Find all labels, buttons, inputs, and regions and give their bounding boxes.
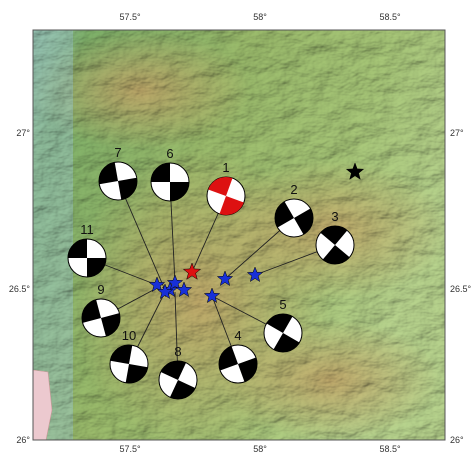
bottom-tick: 58°: [253, 444, 267, 454]
compression-quadrant: [273, 333, 300, 352]
mechanism-label: 4: [234, 328, 241, 343]
ticks: 57.5° 58° 58.5° 57.5° 58° 58.5° 27° 26.5° 26° 27°…: [9, 12, 472, 454]
epicenters: [148, 162, 365, 304]
compression-quadrant: [160, 360, 187, 380]
bottom-tick: 58.5°: [379, 444, 401, 454]
compression-quadrant: [219, 196, 244, 215]
mechanism-label: 1: [222, 160, 229, 175]
terrain: [33, 30, 445, 440]
left-tick: 26°: [16, 435, 30, 445]
mechanism-label: 8: [174, 344, 181, 359]
mechanism-label: 11: [80, 222, 94, 237]
epicenter: [148, 276, 166, 293]
right-tick: 27°: [450, 128, 464, 138]
compression-quadrant: [169, 380, 196, 399]
epicenter: [166, 274, 184, 291]
top-tick: 58°: [253, 12, 267, 22]
compression-quadrant: [125, 364, 148, 383]
reference-star: [345, 162, 365, 180]
mechanism-label: 6: [166, 146, 173, 161]
epicenter: [246, 266, 264, 283]
compression-quadrant: [87, 258, 106, 277]
compression-quadrant: [151, 163, 170, 182]
mechanisms: 1 2 3 4 5 6 7 8 9 10 11: [67, 145, 355, 400]
frame: [32, 29, 446, 441]
epicenter: [216, 270, 234, 287]
right-tick: 26.5°: [450, 284, 472, 294]
main-epicenter: [182, 262, 202, 280]
top-tick: 58.5°: [379, 12, 401, 22]
mechanism-label: 10: [122, 328, 136, 343]
mechanism-label: 9: [97, 282, 104, 297]
top-tick: 57.5°: [119, 12, 141, 22]
compression-quadrant: [208, 177, 233, 196]
mechanism-label: 2: [290, 182, 297, 197]
compression-quadrant: [68, 239, 87, 258]
compression-quadrant: [238, 357, 257, 382]
left-tick: 26.5°: [9, 284, 31, 294]
compression-quadrant: [170, 182, 189, 201]
connector: [117, 180, 166, 291]
compression-quadrant: [118, 177, 137, 200]
epicenter: [156, 283, 174, 300]
compression-quadrant: [266, 314, 293, 333]
compression-quadrant: [110, 345, 133, 364]
mechanism-label: 7: [114, 145, 121, 160]
compression-quadrant: [320, 226, 348, 245]
compression-quadrant: [322, 245, 350, 264]
right-tick: 26°: [450, 435, 464, 445]
epicenter: [203, 287, 221, 304]
mechanism-label: 5: [279, 297, 286, 312]
compression-quadrant: [81, 299, 101, 323]
compression-quadrant: [275, 201, 294, 228]
bottom-tick: 57.5°: [119, 444, 141, 454]
compression-quadrant: [219, 346, 238, 371]
compression-quadrant: [98, 162, 118, 185]
left-tick: 27°: [16, 128, 30, 138]
epicenter: [175, 281, 193, 298]
compression-quadrant: [294, 208, 313, 235]
compression-quadrant: [101, 313, 121, 337]
mechanism-label: 3: [331, 209, 338, 224]
